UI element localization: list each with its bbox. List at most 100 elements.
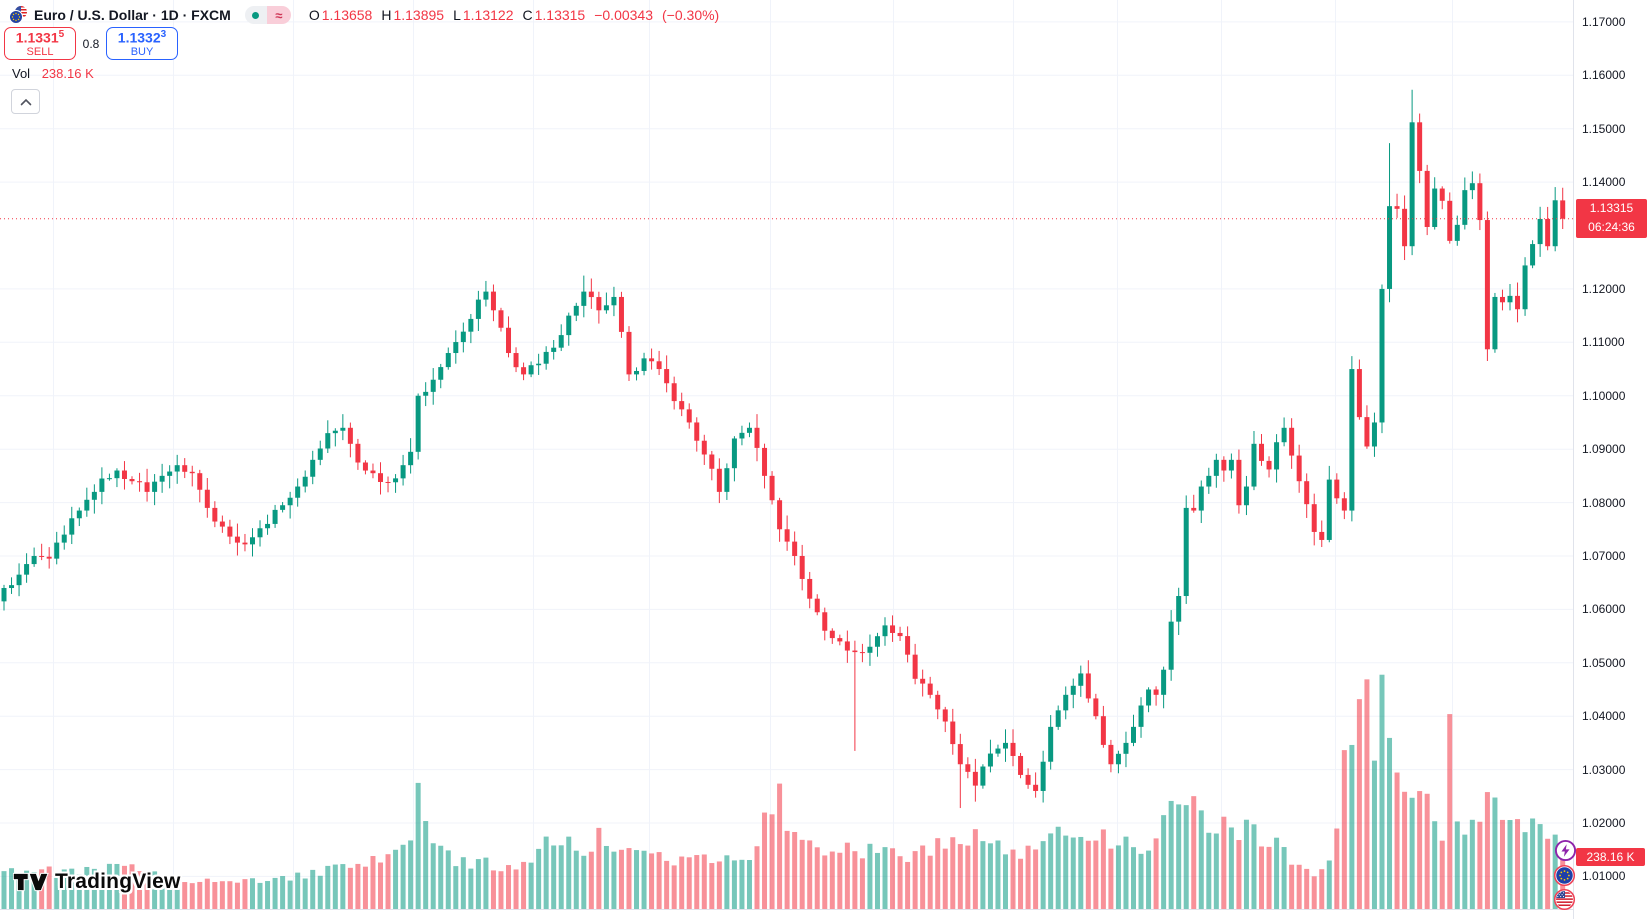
volume-bar[interactable] xyxy=(325,865,331,909)
candle[interactable] xyxy=(129,479,135,482)
volume-bar[interactable] xyxy=(709,863,715,909)
candle[interactable] xyxy=(528,365,534,375)
volume-bar[interactable] xyxy=(1168,800,1174,909)
volume-bar[interactable] xyxy=(1507,820,1513,909)
candle[interactable] xyxy=(1115,753,1121,765)
volume-bar[interactable] xyxy=(1417,791,1423,909)
volume-bar[interactable] xyxy=(957,844,963,909)
candle[interactable] xyxy=(1138,705,1144,727)
candle[interactable] xyxy=(438,367,444,380)
volume-bar[interactable] xyxy=(1296,864,1302,909)
volume-bar[interactable] xyxy=(1,871,7,909)
volume-bar[interactable] xyxy=(1153,838,1159,909)
candle[interactable] xyxy=(1311,504,1317,532)
candle[interactable] xyxy=(490,291,496,311)
volume-bar[interactable] xyxy=(1259,846,1265,909)
candle[interactable] xyxy=(762,447,768,476)
volume-bar[interactable] xyxy=(1537,824,1543,909)
volume-bar[interactable] xyxy=(626,848,632,909)
candle[interactable] xyxy=(325,433,331,449)
volume-bar[interactable] xyxy=(204,878,210,909)
volume-bar[interactable] xyxy=(24,870,30,909)
candle[interactable] xyxy=(114,470,120,479)
candle[interactable] xyxy=(385,481,391,483)
volume-bar[interactable] xyxy=(603,845,609,909)
candle[interactable] xyxy=(603,305,609,311)
candle[interactable] xyxy=(754,427,760,448)
volume-bar[interactable] xyxy=(1326,860,1332,909)
volume-bar[interactable] xyxy=(1251,824,1257,909)
candle[interactable] xyxy=(1040,761,1046,791)
volume-bar[interactable] xyxy=(31,872,37,909)
volume-bar[interactable] xyxy=(972,829,978,909)
candle[interactable] xyxy=(1515,295,1521,310)
candle[interactable] xyxy=(1131,726,1136,743)
volume-bar[interactable] xyxy=(1063,835,1069,909)
candle[interactable] xyxy=(1447,200,1453,241)
candle[interactable] xyxy=(1319,531,1325,540)
candle[interactable] xyxy=(280,505,286,510)
candle[interactable] xyxy=(453,342,459,354)
candle[interactable] xyxy=(106,478,112,480)
candle[interactable] xyxy=(1326,479,1332,540)
candle[interactable] xyxy=(1025,774,1031,785)
volume-bar[interactable] xyxy=(1078,836,1084,909)
volume-bar[interactable] xyxy=(769,814,775,909)
candle[interactable] xyxy=(799,555,805,579)
volume-bar[interactable] xyxy=(1243,819,1249,909)
candle[interactable] xyxy=(9,585,15,589)
volume-bar[interactable] xyxy=(1334,828,1340,909)
candle[interactable] xyxy=(1417,122,1423,171)
volume-bar[interactable] xyxy=(280,876,286,909)
candle[interactable] xyxy=(347,427,353,444)
candle[interactable] xyxy=(1221,459,1227,471)
volume-bar[interactable] xyxy=(859,858,865,909)
volume-bar[interactable] xyxy=(1198,810,1204,909)
volume-bar[interactable] xyxy=(1484,792,1490,909)
volume-bar[interactable] xyxy=(799,839,805,909)
candle[interactable] xyxy=(355,443,361,463)
volume-bar[interactable] xyxy=(227,881,233,909)
volume-bar[interactable] xyxy=(1025,845,1031,909)
volume-bar[interactable] xyxy=(1055,826,1061,909)
price-axis[interactable]: 1.17000 1.16000 1.15000 1.14000 1.12000 … xyxy=(1573,0,1649,919)
candle[interactable] xyxy=(558,335,564,348)
volume-bar[interactable] xyxy=(423,821,429,909)
volume-bar[interactable] xyxy=(573,850,579,909)
candle[interactable] xyxy=(1176,596,1182,622)
volume-bar[interactable] xyxy=(1131,847,1136,909)
volume-bar[interactable] xyxy=(837,852,843,909)
volume-bar[interactable] xyxy=(912,851,918,909)
candle[interactable] xyxy=(1424,170,1430,227)
volume-bar[interactable] xyxy=(965,845,971,909)
volume-bar[interactable] xyxy=(265,881,271,909)
candle[interactable] xyxy=(957,744,963,765)
candle[interactable] xyxy=(1266,460,1272,470)
candle[interactable] xyxy=(641,358,647,371)
candle[interactable] xyxy=(227,526,233,537)
candle[interactable] xyxy=(204,489,210,508)
candle[interactable] xyxy=(1108,744,1114,765)
candle[interactable] xyxy=(1499,296,1505,303)
candle[interactable] xyxy=(408,451,414,466)
candle[interactable] xyxy=(874,636,880,647)
candle[interactable] xyxy=(174,465,180,472)
candle[interactable] xyxy=(475,299,481,319)
volume-bar[interactable] xyxy=(1379,674,1385,909)
volume-bar[interactable] xyxy=(106,863,112,909)
candle[interactable] xyxy=(1251,443,1257,487)
volume-bar[interactable] xyxy=(1515,819,1521,909)
candle[interactable] xyxy=(566,315,572,336)
candle[interactable] xyxy=(234,536,240,543)
candle[interactable] xyxy=(1168,621,1174,670)
volume-bar[interactable] xyxy=(1530,818,1536,909)
volume-bar[interactable] xyxy=(1266,846,1272,909)
volume-bar[interactable] xyxy=(829,851,835,909)
candle[interactable] xyxy=(890,625,896,633)
volume-bar[interactable] xyxy=(84,866,90,909)
candle[interactable] xyxy=(1085,673,1091,699)
volume-bar[interactable] xyxy=(528,862,534,909)
volume-bar[interactable] xyxy=(874,852,880,909)
volume-bar[interactable] xyxy=(1304,868,1310,909)
candle[interactable] xyxy=(1334,479,1340,499)
